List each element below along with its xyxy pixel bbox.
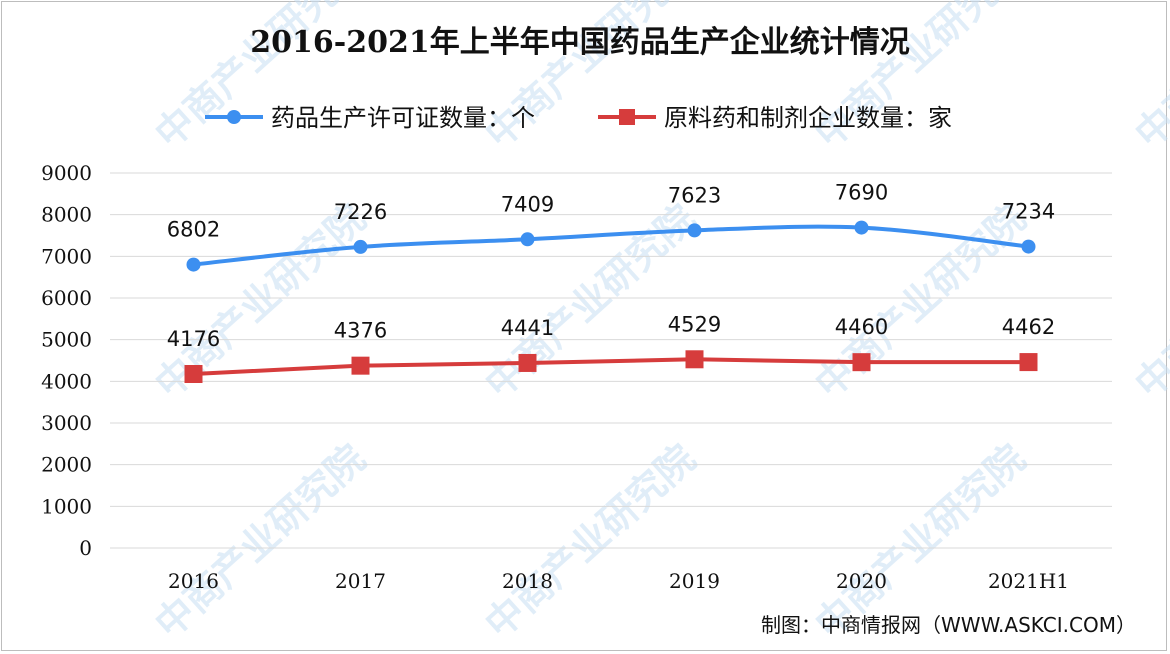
x-tick-label: 2021H1 [988, 569, 1069, 593]
data-point [1019, 353, 1038, 372]
y-tick-label: 1000 [41, 494, 92, 518]
data-point [854, 220, 869, 235]
data-point [852, 353, 871, 372]
y-tick-label: 9000 [41, 161, 92, 185]
watermark-text: 中商产业研究院 [477, 196, 704, 407]
data-label: 4176 [167, 327, 220, 351]
series-line [193, 224, 1029, 267]
y-tick-label: 3000 [41, 411, 92, 435]
data-label: 7409 [501, 192, 554, 216]
x-tick-label: 2020 [836, 569, 887, 593]
y-tick-label: 0 [79, 536, 92, 560]
data-point [353, 239, 368, 254]
data-point [1021, 239, 1036, 254]
data-label: 6802 [167, 218, 220, 242]
series-line [193, 357, 1029, 376]
data-label: 7623 [668, 183, 721, 207]
watermark-text: 中商产业研究院 [147, 0, 374, 157]
gridlines [110, 172, 1112, 549]
x-tick-label: 2018 [502, 569, 553, 593]
data-label: 4462 [1002, 315, 1055, 339]
data-point [351, 356, 370, 375]
legend-label: 药品生产许可证数量：个 [271, 104, 535, 132]
data-point [520, 232, 535, 247]
data-point [184, 365, 203, 383]
chart-title: 2016-2021年上半年中国药品生产企业统计情况 [250, 25, 909, 60]
data-label: 4460 [835, 315, 888, 339]
data-point [186, 257, 201, 272]
y-tick-label: 5000 [41, 328, 92, 352]
legend-label: 原料药和制剂企业数量：家 [664, 104, 952, 132]
y-tick-label: 2000 [41, 453, 92, 477]
legend-item: 药品生产许可证数量：个 [205, 104, 535, 132]
y-axis: 0 1000 2000 3000 4000 5000 6000 7000 8000 9000 [41, 161, 92, 560]
y-tick-label: 8000 [41, 203, 92, 227]
data-label: 7690 [835, 181, 888, 205]
legend: 药品生产许可证数量：个 原料药和制剂企业数量：家 [205, 104, 952, 132]
y-tick-label: 7000 [41, 244, 92, 268]
watermark-text: 中商产业研究院 [477, 436, 704, 647]
legend-marker [619, 109, 635, 125]
y-tick-label: 6000 [41, 286, 92, 310]
x-axis: 2016 2017 2018 2019 2020 2021H1 [168, 569, 1069, 593]
series-layer [184, 220, 1038, 383]
legend-marker [227, 110, 241, 124]
y-tick-label: 4000 [41, 369, 92, 393]
watermark-text: 中商产业研究院 [1127, 0, 1170, 157]
watermark-text: 中商产业研究院 [477, 0, 704, 157]
data-point [687, 223, 702, 238]
data-label: 4376 [334, 319, 387, 343]
source-note: 制图：中商情报网（WWW.ASKCI.COM） [761, 613, 1136, 637]
data-label: 7234 [1002, 200, 1055, 224]
data-labels: 6802 7226 7409 7623 7690 7234 4176 4376 4441 4529… [167, 181, 1055, 351]
data-label: 7226 [334, 200, 387, 224]
watermark-text: 中商产业研究院 [147, 436, 374, 647]
legend-item: 原料药和制剂企业数量：家 [598, 104, 952, 132]
data-label: 4529 [668, 312, 721, 336]
watermark-text: 中商产业研究院 [807, 0, 1034, 157]
data-label: 4441 [501, 316, 554, 340]
data-point [685, 350, 704, 369]
x-tick-label: 2016 [168, 569, 219, 593]
x-tick-label: 2019 [669, 569, 720, 593]
data-point [518, 353, 537, 372]
x-tick-label: 2017 [335, 569, 386, 593]
watermark-text: 中商产业研究院 [1127, 196, 1170, 407]
